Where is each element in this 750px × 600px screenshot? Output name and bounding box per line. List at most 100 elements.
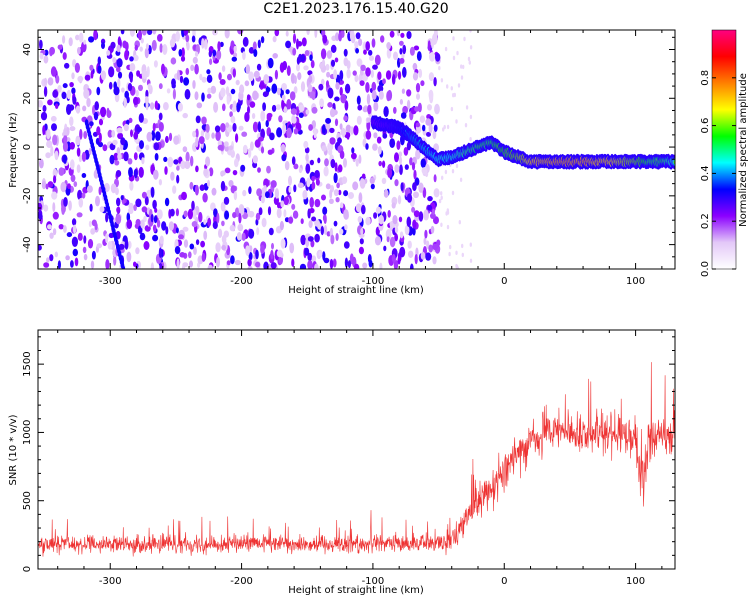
heatmap-noise-cell bbox=[449, 244, 452, 250]
heatmap-noise-cell bbox=[209, 58, 213, 65]
heatmap-noise-cell bbox=[228, 145, 234, 151]
heatmap-noise-cell bbox=[112, 139, 118, 146]
heatmap-noise-cell bbox=[71, 87, 76, 95]
heatmap-noise-cell bbox=[434, 103, 440, 115]
heatmap-noise-cell bbox=[185, 67, 190, 76]
heatmap-noise-cell bbox=[105, 212, 109, 223]
heatmap-noise-cell bbox=[415, 148, 421, 160]
heatmap-noise-cell bbox=[370, 69, 374, 78]
heatmap-noise-cell bbox=[203, 219, 207, 225]
heatmap-noise-cell bbox=[276, 249, 283, 258]
heatmap-noise-cell bbox=[415, 122, 421, 128]
heatmap-noise-cell bbox=[406, 89, 412, 97]
heatmap-noise-cell bbox=[78, 32, 84, 43]
heatmap-noise-cell bbox=[339, 70, 344, 81]
heatmap-noise-cell bbox=[273, 196, 279, 206]
heatmap-noise-cell bbox=[274, 69, 278, 80]
heatmap-noise-cell bbox=[90, 70, 94, 79]
heatmap-noise-cell bbox=[291, 156, 296, 166]
heatmap-noise-cell bbox=[230, 88, 236, 95]
heatmap-noise-cell bbox=[202, 192, 208, 203]
heatmap-noise-cell bbox=[158, 112, 163, 121]
heatmap-noise-cell bbox=[101, 42, 105, 49]
heatmap-noise-cell bbox=[67, 183, 71, 190]
heatmap-noise-cell bbox=[221, 244, 227, 251]
heatmap-noise-cell bbox=[180, 55, 186, 62]
heatmap-noise-cell bbox=[393, 51, 398, 61]
heatmap-noise-cell bbox=[355, 158, 359, 167]
heatmap-noise-cell bbox=[191, 200, 195, 212]
heatmap-noise-cell bbox=[240, 204, 245, 216]
heatmap-noise-cell bbox=[193, 246, 197, 255]
heatmap-noise-cell bbox=[280, 200, 285, 208]
heatmap-noise-cell bbox=[129, 62, 136, 72]
heatmap-noise-cell bbox=[323, 225, 328, 235]
heatmap-noise-cell bbox=[452, 55, 456, 61]
heatmap-noise-cell bbox=[157, 209, 163, 220]
heatmap-noise-cell bbox=[151, 130, 156, 141]
heatmap-noise-cell bbox=[309, 54, 313, 61]
heatmap-noise-cell bbox=[260, 195, 265, 204]
heatmap-noise-cell bbox=[291, 116, 297, 124]
heatmap-noise-cell bbox=[310, 240, 315, 248]
heatmap-noise-cell bbox=[281, 99, 285, 110]
heatmap-noise-cell bbox=[120, 30, 125, 35]
heatmap-noise-cell bbox=[349, 126, 355, 135]
heatmap-noise-cell bbox=[232, 212, 237, 219]
heatmap-noise-cell bbox=[245, 64, 251, 75]
heatmap-noise-cell bbox=[266, 165, 271, 174]
heatmap-noise-cell bbox=[322, 206, 328, 215]
heatmap-noise-cell bbox=[47, 77, 54, 86]
heatmap-noise-cell bbox=[77, 47, 81, 55]
heatmap-noise-cell bbox=[95, 195, 100, 207]
heatmap-noise-cell bbox=[47, 99, 53, 106]
heatmap-noise-cell bbox=[427, 196, 433, 202]
heatmap-noise-cell bbox=[108, 66, 115, 78]
heatmap-noise-cell bbox=[71, 72, 75, 80]
heatmap-noise-cell bbox=[166, 88, 171, 94]
heatmap-noise-cell bbox=[329, 189, 333, 199]
heatmap-noise-cell bbox=[293, 75, 297, 84]
heatmap-noise-cell bbox=[362, 262, 368, 269]
heatmap-noise-cell bbox=[152, 30, 157, 35]
heatmap-noise-cell bbox=[61, 205, 65, 215]
heatmap-noise-cell bbox=[252, 121, 259, 133]
heatmap-noise-cell bbox=[63, 197, 68, 207]
heatmap-noise-cell bbox=[219, 79, 226, 85]
heatmap-noise-cell bbox=[304, 147, 310, 154]
heatmap-noise-cell bbox=[426, 240, 430, 249]
heatmap-noise-cell bbox=[145, 144, 150, 151]
heatmap-noise-cell bbox=[176, 258, 180, 269]
heatmap-noise-cell bbox=[319, 98, 324, 108]
heatmap-noise-cell bbox=[206, 69, 211, 75]
y-tick-label: 1500 bbox=[22, 351, 33, 376]
heatmap-noise-cell bbox=[458, 220, 461, 225]
heatmap-noise-cell bbox=[348, 192, 354, 199]
heatmap-noise-cell bbox=[311, 255, 317, 263]
heatmap-noise-cell bbox=[323, 257, 330, 264]
heatmap-noise-cell bbox=[62, 52, 67, 60]
heatmap-noise-cell bbox=[293, 184, 297, 193]
heatmap-noise-cell bbox=[230, 255, 235, 265]
heatmap-noise-cell bbox=[355, 32, 361, 40]
heatmap-noise-cell bbox=[106, 50, 111, 56]
heatmap-noise-cell bbox=[231, 106, 237, 113]
heatmap-noise-cell bbox=[105, 259, 110, 269]
heatmap-noise-cell bbox=[192, 130, 197, 138]
heatmap-noise-cell bbox=[100, 70, 107, 81]
heatmap-noise-cell bbox=[138, 30, 142, 41]
heatmap-noise-cell bbox=[194, 63, 199, 75]
heatmap-noise-cell bbox=[70, 260, 74, 268]
heatmap-noise-cell bbox=[343, 190, 349, 197]
heatmap-noise-cell bbox=[251, 113, 256, 119]
heatmap-noise-cell bbox=[180, 160, 186, 170]
heatmap-noise-cell bbox=[77, 75, 84, 83]
heatmap-noise-cell bbox=[427, 104, 432, 111]
heatmap-noise-cell bbox=[158, 247, 162, 258]
heatmap-noise-cell bbox=[301, 37, 307, 47]
heatmap-noise-cell bbox=[133, 131, 139, 140]
heatmap-noise-cell bbox=[398, 156, 403, 165]
heatmap-noise-cell bbox=[248, 47, 255, 54]
heatmap-noise-cell bbox=[274, 188, 279, 199]
heatmap-noise-cell bbox=[433, 77, 437, 87]
